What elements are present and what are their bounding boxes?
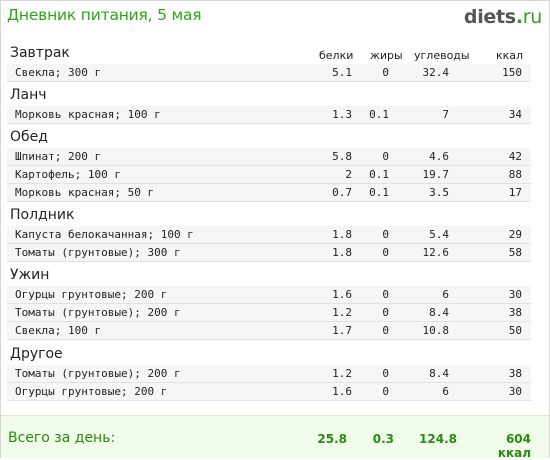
food-protein: 1.2 bbox=[332, 367, 352, 380]
food-row: Картофель; 100 г 2 0.1 19.7 88 bbox=[7, 166, 531, 184]
food-fat: 0 bbox=[382, 246, 389, 259]
food-name: Свекла; 100 г bbox=[15, 324, 102, 337]
section-title-breakfast: Завтрак bbox=[10, 45, 70, 61]
food-kcal: 38 bbox=[508, 367, 522, 380]
food-kcal: 30 bbox=[508, 385, 522, 398]
food-row: Свекла; 300 г 5.1 0 32.4 150 bbox=[7, 64, 531, 82]
food-fat: 0 bbox=[382, 367, 389, 380]
food-fat: 0 bbox=[382, 66, 389, 79]
food-fat: 0 bbox=[382, 228, 389, 241]
food-name: Картофель; 100 г bbox=[15, 168, 121, 181]
food-carbs: 32.4 bbox=[422, 66, 450, 79]
section-title-lunch: Ланч bbox=[10, 87, 47, 103]
food-row: Свекла; 100 г 1.7 0 10.8 50 bbox=[7, 322, 531, 340]
food-carbs: 10.8 bbox=[422, 324, 450, 337]
logo-tld: ru bbox=[522, 6, 543, 28]
food-kcal: 17 bbox=[508, 186, 522, 199]
section-title-other: Другое bbox=[10, 346, 63, 362]
column-header-protein: белки bbox=[319, 49, 354, 62]
food-carbs: 8.4 bbox=[429, 306, 449, 319]
food-carbs: 5.4 bbox=[429, 228, 449, 241]
food-row: Морковь красная; 50 г 0.7 0.1 3.5 17 bbox=[7, 184, 531, 202]
column-header-kcal: ккал bbox=[496, 49, 524, 62]
food-row: Огурцы грунтовые; 200 г 1.6 0 6 30 bbox=[7, 383, 531, 401]
food-name: Томаты (грунтовые); 300 г bbox=[15, 246, 181, 259]
food-carbs: 3.5 bbox=[429, 186, 449, 199]
food-kcal: 50 bbox=[508, 324, 522, 337]
food-name: Томаты (грунтовые); 200 г bbox=[15, 306, 181, 319]
food-protein: 1.3 bbox=[332, 108, 352, 121]
header: Дневник питания, 5 мая diets.ru bbox=[7, 5, 542, 31]
food-row: Морковь красная; 100 г 1.3 0.1 7 34 bbox=[7, 106, 531, 124]
food-protein: 1.7 bbox=[332, 324, 352, 337]
food-row: Капуста белокачанная; 100 г 1.8 0 5.4 29 bbox=[7, 226, 531, 244]
food-name: Шпинат; 200 г bbox=[15, 150, 102, 163]
food-name: Огурцы грунтовые; 200 г bbox=[15, 385, 168, 398]
food-name: Огурцы грунтовые; 200 г bbox=[15, 288, 168, 301]
food-row: Огурцы грунтовые; 200 г 1.6 0 6 30 bbox=[7, 286, 531, 304]
food-kcal: 38 bbox=[508, 306, 522, 319]
food-name: Томаты (грунтовые); 200 г bbox=[15, 367, 181, 380]
food-protein: 1.6 bbox=[332, 385, 352, 398]
food-fat: 0 bbox=[382, 306, 389, 319]
daily-total-bar: Всего за день: 25.8 0.3 124.8 604 ккал bbox=[1, 415, 549, 460]
food-protein: 1.2 bbox=[332, 306, 352, 319]
food-carbs: 4.6 bbox=[429, 150, 449, 163]
food-row: Томаты (грунтовые); 200 г 1.2 0 8.4 38 bbox=[7, 304, 531, 322]
food-kcal: 58 bbox=[508, 246, 522, 259]
food-name: Морковь красная; 50 г bbox=[15, 186, 155, 199]
site-logo[interactable]: diets.ru bbox=[464, 6, 542, 28]
food-protein: 5.8 bbox=[332, 150, 352, 163]
food-row: Томаты (грунтовые); 200 г 1.2 0 8.4 38 bbox=[7, 365, 531, 383]
total-fat: 0.3 bbox=[372, 432, 394, 446]
section-title-snack: Полдник bbox=[10, 207, 75, 223]
page-title: Дневник питания, 5 мая bbox=[7, 6, 202, 24]
food-fat: 0 bbox=[382, 150, 389, 163]
food-name: Свекла; 300 г bbox=[15, 66, 102, 79]
column-header-fat: жиры bbox=[370, 49, 403, 62]
food-kcal: 29 bbox=[508, 228, 522, 241]
food-fat: 0.1 bbox=[369, 168, 389, 181]
food-carbs: 6 bbox=[442, 385, 449, 398]
food-carbs: 6 bbox=[442, 288, 449, 301]
food-carbs: 7 bbox=[442, 108, 449, 121]
food-row: Шпинат; 200 г 5.8 0 4.6 42 bbox=[7, 148, 531, 166]
food-fat: 0 bbox=[382, 324, 389, 337]
food-row: Томаты (грунтовые); 300 г 1.8 0 12.6 58 bbox=[7, 244, 531, 262]
food-fat: 0 bbox=[382, 385, 389, 398]
logo-dot: . bbox=[515, 6, 523, 28]
food-protein: 5.1 bbox=[332, 66, 352, 79]
food-protein: 1.8 bbox=[332, 228, 352, 241]
food-protein: 0.7 bbox=[332, 186, 352, 199]
section-title-supper: Ужин bbox=[10, 267, 50, 283]
food-name: Морковь красная; 100 г bbox=[15, 108, 161, 121]
food-kcal: 30 bbox=[508, 288, 522, 301]
food-kcal: 150 bbox=[502, 66, 522, 79]
food-fat: 0.1 bbox=[369, 108, 389, 121]
food-protein: 1.8 bbox=[332, 246, 352, 259]
daily-total-label: Всего за день: bbox=[8, 430, 116, 446]
total-kcal: 604 ккал bbox=[497, 432, 531, 460]
logo-name: diets bbox=[463, 6, 516, 28]
food-kcal: 34 bbox=[508, 108, 522, 121]
food-carbs: 12.6 bbox=[422, 246, 450, 259]
total-carbs: 124.8 bbox=[419, 432, 457, 446]
food-kcal: 88 bbox=[508, 168, 522, 181]
food-protein: 2 bbox=[345, 168, 352, 181]
total-protein: 25.8 bbox=[317, 432, 347, 446]
food-name: Капуста белокачанная; 100 г bbox=[15, 228, 194, 241]
food-kcal: 42 bbox=[508, 150, 522, 163]
food-protein: 1.6 bbox=[332, 288, 352, 301]
food-fat: 0.1 bbox=[369, 186, 389, 199]
food-carbs: 8.4 bbox=[429, 367, 449, 380]
section-title-dinner-midday: Обед bbox=[10, 129, 48, 145]
column-header-carbs: углеводы bbox=[414, 49, 470, 62]
food-carbs: 19.7 bbox=[422, 168, 450, 181]
food-fat: 0 bbox=[382, 288, 389, 301]
